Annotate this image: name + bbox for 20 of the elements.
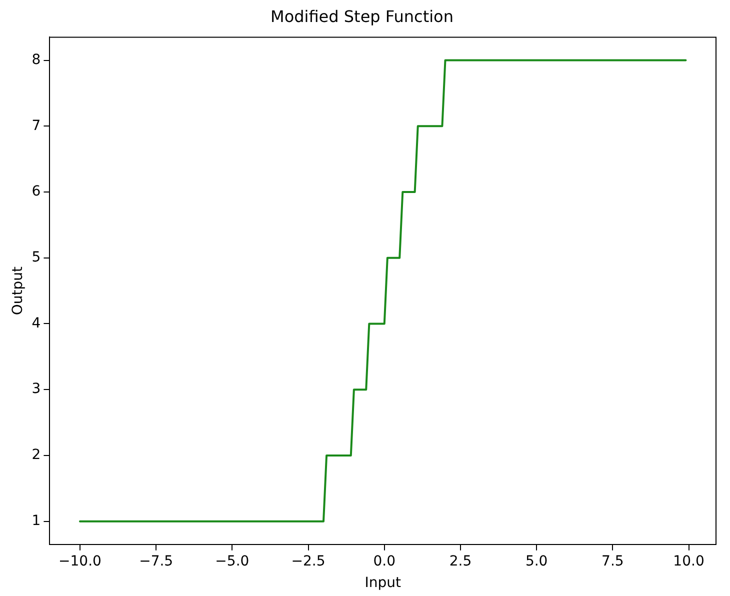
x-tick-label: −10.0 xyxy=(58,553,102,570)
y-tick-label: 7 xyxy=(32,118,41,134)
x-tick-label: 0.0 xyxy=(373,553,396,570)
y-tick-label: 2 xyxy=(32,447,41,464)
x-tick-label: 5.0 xyxy=(525,553,548,570)
x-axis-title: Input xyxy=(364,575,402,592)
chart-title: Modified Step Function xyxy=(270,6,454,26)
y-tick-label: 4 xyxy=(32,315,41,332)
x-tick-label: −2.5 xyxy=(291,553,326,570)
y-axis-title: Output xyxy=(10,266,26,316)
x-tick-label: 10.0 xyxy=(673,553,704,570)
y-tick-label: 1 xyxy=(32,512,41,529)
y-tick-label: 8 xyxy=(32,52,41,68)
x-tick-label: 2.5 xyxy=(449,553,472,570)
y-tick-label: 6 xyxy=(32,184,41,200)
x-tick-label: 7.5 xyxy=(602,553,624,570)
x-tick-label: −7.5 xyxy=(139,553,174,570)
y-tick-label: 3 xyxy=(32,381,41,398)
x-tick-label: −5.0 xyxy=(215,553,250,570)
y-tick-label: 5 xyxy=(32,250,41,266)
